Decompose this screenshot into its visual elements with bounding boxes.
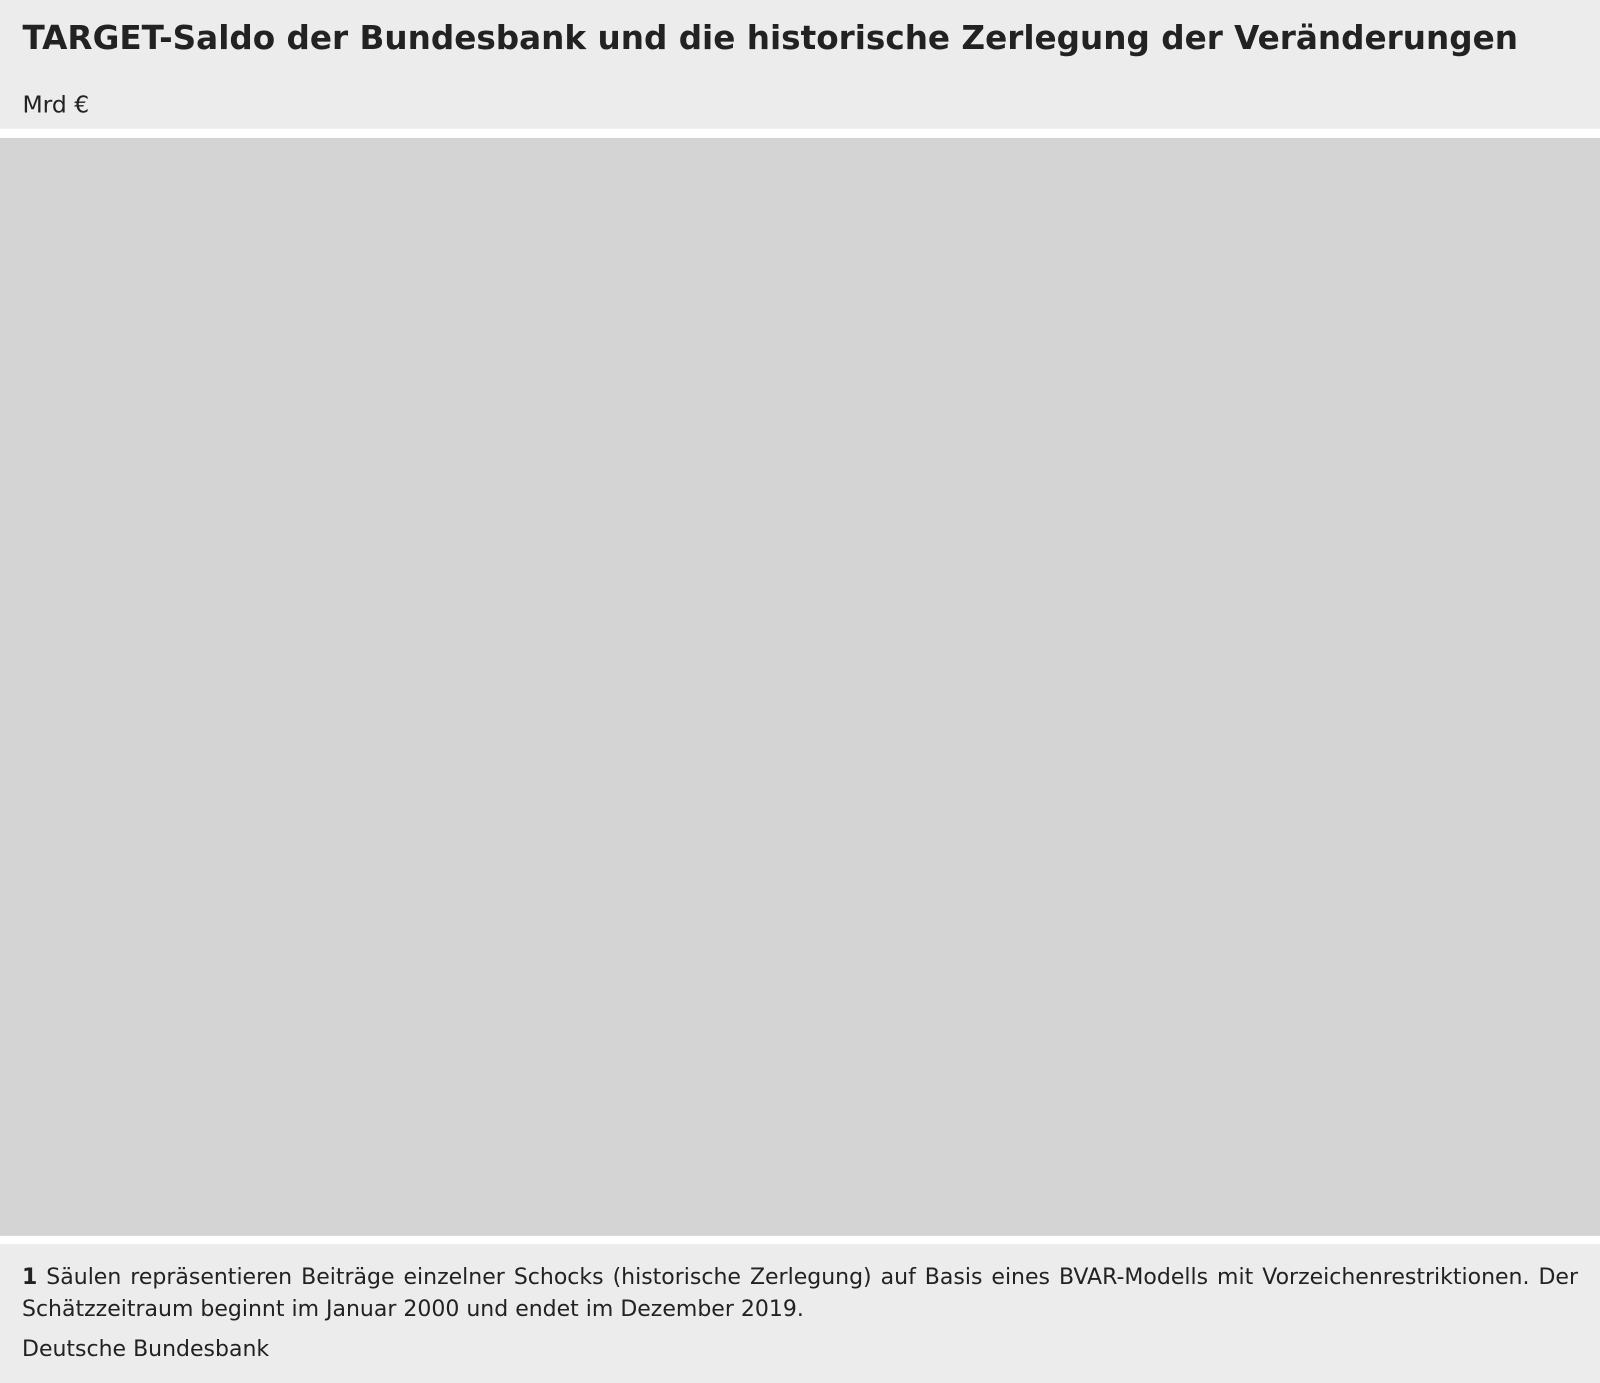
separator — [0, 128, 1600, 138]
footnote: 1 Säulen repräsentieren Beiträge einzeln… — [22, 1262, 1578, 1326]
plot-background — [0, 137, 1600, 1236]
source: Deutsche Bundesbank — [22, 1337, 270, 1362]
separator — [0, 1235, 1600, 1245]
chart-title: TARGET-Saldo der Bundesbank und die hist… — [22, 19, 1518, 57]
footnote-text: Säulen repräsentieren Beiträge einzelner… — [22, 1265, 1578, 1322]
footnote-number: 1 — [22, 1265, 38, 1290]
subtitle: Mrd € — [22, 90, 89, 118]
